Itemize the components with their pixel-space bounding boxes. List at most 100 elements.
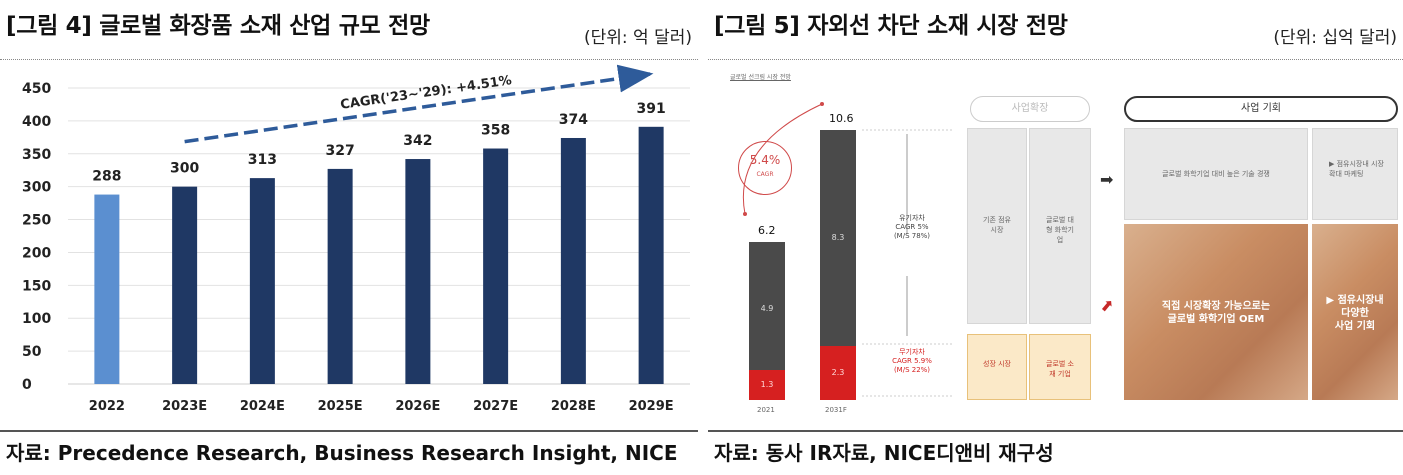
existing-market-box: 기존 점유 시장 — [967, 128, 1027, 324]
global-chem-text: 글로벌 대형 화학기업 — [1046, 216, 1074, 244]
cagr-bubble-value: 5.4% — [749, 153, 781, 167]
x-tick-2023E: 2023E — [162, 399, 207, 414]
bar-2021-inorganic-value: 1.3 — [760, 380, 774, 389]
y-tick-label: 100 — [22, 311, 51, 327]
data-label-2023E: 300 — [170, 161, 199, 177]
model-photo-side: ▶ 점유시장내 다양한 사업 기회 — [1312, 224, 1398, 400]
year-2031: 2031F — [825, 406, 847, 414]
business-opportunity-pill: 사업 기회 — [1124, 96, 1398, 122]
x-tick-2022: 2022 — [89, 399, 125, 414]
data-label-2027E: 358 — [481, 123, 510, 139]
existing-market-text: 기존 점유 시장 — [983, 216, 1011, 234]
y-tick-label: 0 — [22, 377, 32, 393]
model-photo-main: 직접 시장확장 가능으로는 글로벌 화학기업 OEM — [1124, 224, 1308, 400]
bar-2022 — [94, 194, 120, 384]
photo-side-line-3: 사업 기회 — [1334, 321, 1376, 332]
y-tick-label: 250 — [22, 213, 51, 229]
x-tick-2025E: 2025E — [318, 399, 363, 414]
market-expansion-text: ▶ 점유시장내 시장 확대 마케팅 — [1329, 160, 1384, 178]
bar-2023E — [172, 186, 198, 384]
bar-2031-inorganic: 2.3 — [820, 346, 856, 400]
figure-4-source-divider — [0, 430, 698, 432]
x-tick-2028E: 2028E — [551, 399, 596, 414]
y-tick-label: 350 — [22, 147, 51, 163]
photo-main-caption: 직접 시장확장 가능으로는 글로벌 화학기업 OEM — [1134, 300, 1298, 326]
y-tick-label: 450 — [22, 81, 51, 97]
cosmetics-material-bar-chart: 0 50 100 150 200 250 300 350 400 450 288 300 313 327… — [22, 64, 690, 414]
figure-5-title: [그림 5] 자외선 차단 소재 시장 전망 — [714, 13, 1068, 39]
global-chem-box: 글로벌 대형 화학기업 — [1029, 128, 1091, 324]
arrow-up-icon: ➡ — [1095, 294, 1119, 317]
bar-2026E — [405, 159, 431, 384]
figure-5-divider — [708, 59, 1403, 60]
inorganic-label: 무기자차 — [899, 348, 925, 356]
y-tick-label: 400 — [22, 114, 51, 130]
arrow-right-icon: ➡ — [1100, 170, 1114, 189]
cagr-arc — [742, 102, 824, 216]
y-tick-label: 200 — [22, 245, 51, 261]
photo-side-caption: ▶ 점유시장내 다양한 사업 기회 — [1316, 294, 1394, 333]
bar-2025E — [327, 168, 353, 384]
figure-4-panel: [그림 4] 글로벌 화장품 소재 산업 규모 전망 (단위: 억 달러) 0 5… — [0, 0, 698, 475]
total-2031: 10.6 — [829, 112, 854, 125]
figure-4-source: 자료: Precedence Research, Business Resear… — [6, 441, 678, 465]
inorganic-cagr: CAGR 5.9% — [892, 357, 932, 365]
total-2021: 6.2 — [758, 224, 776, 237]
bar-2029E — [638, 126, 664, 384]
organic-cagr: CAGR 5% — [895, 223, 929, 231]
bar-2028E — [560, 137, 586, 384]
market-expansion-box: ▶ 점유시장내 시장 확대 마케팅 — [1312, 128, 1398, 220]
infographic-header: 글로벌 선크림 시장 전망 — [730, 74, 791, 81]
bar-2021-organic-value: 4.9 — [760, 304, 774, 313]
y-tick-label: 300 — [22, 180, 51, 196]
cagr-bubble-sub: CAGR — [756, 171, 774, 178]
photo-side-line-1: ▶ 점유시장내 — [1326, 295, 1384, 306]
x-tick-2029E: 2029E — [629, 399, 674, 414]
organic-legend: 유기자차 CAGR 5% (M/S 78%) — [882, 214, 942, 241]
data-label-2028E: 374 — [559, 112, 588, 128]
figure-4-divider — [0, 59, 698, 60]
organic-label: 유기자차 — [899, 214, 925, 222]
figure-4-title: [그림 4] 글로벌 화장품 소재 산업 규모 전망 — [6, 13, 430, 39]
organic-share: (M/S 78%) — [893, 232, 931, 240]
data-label-2024E: 313 — [248, 152, 277, 168]
global-material-text: 글로벌 소재 기업 — [1046, 360, 1074, 378]
cagr-trend-arrow — [184, 64, 654, 144]
bar-2031-organic: 8.3 — [820, 130, 856, 346]
x-tick-2024E: 2024E — [240, 399, 285, 414]
figure-4-header: [그림 4] 글로벌 화장품 소재 산업 규모 전망 (단위: 억 달러) — [0, 0, 698, 50]
bar-2031-organic-value: 8.3 — [831, 233, 845, 242]
data-label-2026E: 342 — [403, 133, 432, 149]
figure-5-panel: [그림 5] 자외선 차단 소재 시장 전망 (단위: 십억 달러) 글로벌 선… — [708, 0, 1403, 475]
figure-4-unit: (단위: 억 달러) — [584, 28, 692, 48]
x-tick-2026E: 2026E — [395, 399, 440, 414]
figure-5-header: [그림 5] 자외선 차단 소재 시장 전망 (단위: 십억 달러) — [708, 0, 1403, 50]
bar-2021-organic: 4.9 — [749, 242, 785, 370]
tech-competition-text: 글로벌 화학기업 대비 높은 기술 경쟁 — [1162, 170, 1270, 178]
y-tick-label: 50 — [22, 344, 42, 360]
bar-2024E — [249, 178, 275, 384]
figure-5-source: 자료: 동사 IR자료, NICE디앤비 재구성 — [714, 441, 1054, 465]
inorganic-legend: 무기자차 CAGR 5.9% (M/S 22%) — [882, 348, 942, 375]
cagr-bubble: 5.4% CAGR — [738, 141, 792, 195]
figure-5-source-divider — [708, 430, 1403, 432]
bar-2031-inorganic-value: 2.3 — [831, 368, 845, 377]
x-tick-2027E: 2027E — [473, 399, 518, 414]
bar-2021-inorganic: 1.3 — [749, 370, 785, 400]
photo-main-line-1: 직접 시장확장 가능으로는 — [1161, 301, 1271, 312]
growth-market-box: 성장 시장 — [967, 334, 1027, 400]
bar-2027E — [483, 148, 509, 384]
y-tick-label: 150 — [22, 278, 51, 294]
data-label-2022: 288 — [92, 169, 121, 185]
photo-side-line-2: 다양한 — [1341, 308, 1369, 319]
sunscreen-infographic: 글로벌 선크림 시장 전망 5.4% CAGR 6.2 10.6 4.9 1.3… — [712, 66, 1402, 426]
current-business-pill: 사업확장 — [970, 96, 1090, 122]
inorganic-share: (M/S 22%) — [893, 366, 931, 374]
photo-main-line-2: 글로벌 화학기업 OEM — [1167, 314, 1265, 325]
data-label-2029E: 391 — [637, 101, 666, 117]
tech-competition-box: 글로벌 화학기업 대비 높은 기술 경쟁 — [1124, 128, 1308, 220]
growth-market-text: 성장 시장 — [983, 360, 1011, 368]
data-label-2025E: 327 — [326, 143, 355, 159]
year-2021: 2021 — [757, 406, 775, 414]
global-material-box: 글로벌 소재 기업 — [1029, 334, 1091, 400]
